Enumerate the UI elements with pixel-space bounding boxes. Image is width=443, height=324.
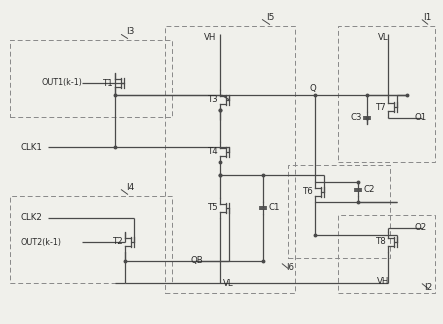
Text: T2: T2	[113, 237, 124, 247]
Bar	[10, 196, 172, 283]
Text: VH: VH	[377, 277, 389, 286]
Text: T7: T7	[377, 102, 387, 111]
Text: T6: T6	[303, 188, 314, 196]
Bar	[338, 215, 435, 293]
Bar	[288, 165, 390, 258]
Text: C1: C1	[268, 203, 280, 213]
Text: OUT1(k-1): OUT1(k-1)	[42, 78, 83, 87]
Text: T1: T1	[103, 78, 114, 87]
Text: T3: T3	[208, 96, 219, 105]
Text: T8: T8	[377, 237, 387, 247]
Text: VL: VL	[223, 279, 233, 287]
Text: OUT2(k-1): OUT2(k-1)	[20, 237, 61, 247]
Text: I5: I5	[266, 14, 274, 22]
Text: O2: O2	[415, 224, 427, 233]
Text: T5: T5	[208, 203, 219, 213]
Text: C3: C3	[350, 113, 362, 122]
Text: QB: QB	[190, 257, 203, 265]
Text: Q: Q	[310, 84, 316, 92]
Text: CLK2: CLK2	[20, 214, 42, 223]
Text: VL: VL	[378, 33, 389, 42]
Text: I1: I1	[424, 14, 432, 22]
Bar	[165, 26, 295, 293]
Text: CLK1: CLK1	[20, 143, 42, 152]
Text: I4: I4	[126, 183, 134, 192]
Text: T4: T4	[208, 147, 219, 156]
Text: I2: I2	[424, 284, 432, 293]
Text: I6: I6	[286, 263, 294, 272]
Bar	[338, 26, 435, 162]
Bar	[10, 40, 172, 117]
Text: I3: I3	[126, 28, 134, 37]
Text: C2: C2	[363, 186, 375, 194]
Text: VH: VH	[204, 33, 216, 42]
Text: O1: O1	[415, 113, 427, 122]
